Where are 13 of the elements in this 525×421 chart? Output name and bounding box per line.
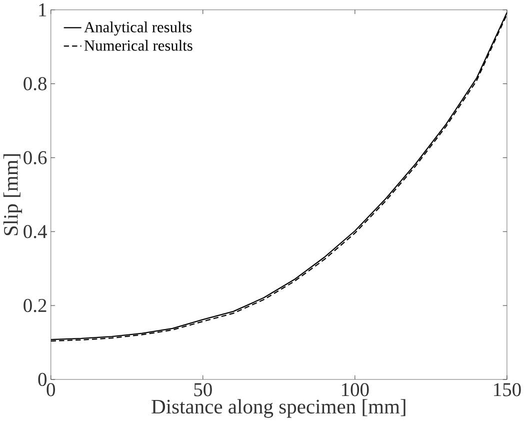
y-tick-label: 0.6 (24, 150, 47, 164)
x-tick-label: 100 (342, 382, 369, 396)
y-tick-label: 1 (39, 3, 46, 16)
y-axis-title: Slip [mm] (3, 154, 22, 236)
x-axis-title: Distance along specimen [mm] (152, 399, 406, 418)
x-tick-label: 50 (194, 382, 212, 396)
x-tick-label: 150 (494, 382, 521, 396)
y-tick-label: 0.2 (24, 298, 46, 312)
legend-label: Analytical results (84, 21, 192, 36)
y-tick-label: 0.4 (24, 224, 47, 238)
y-tick-label: 0.8 (24, 77, 46, 90)
legend-label: Numerical results (84, 40, 192, 51)
y-tick-label: 0 (38, 372, 46, 386)
